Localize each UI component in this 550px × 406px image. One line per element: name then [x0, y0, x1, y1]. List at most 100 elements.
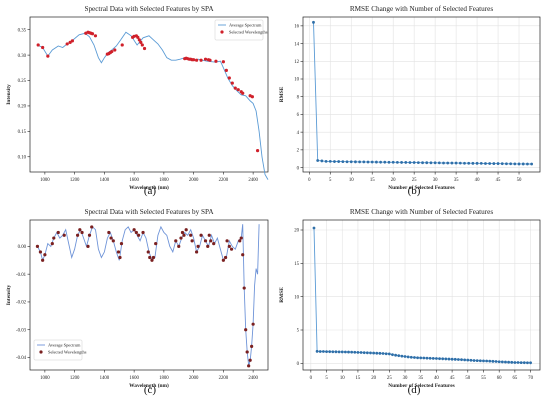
rmse-data-point [340, 350, 344, 354]
y-tick-label: 10 [294, 295, 299, 300]
rmse-data-point [463, 161, 466, 165]
y-tick-label: -0.04 [16, 356, 27, 361]
selected-wavelength-point [212, 242, 216, 246]
selected-wavelength-point [174, 239, 178, 243]
rmse-data-point [507, 360, 511, 364]
rmse-data-point [416, 161, 420, 165]
y-axis-label: RMSE [279, 287, 285, 303]
y-tick-label: 0.15 [18, 130, 27, 135]
rmse-data-point [437, 161, 441, 165]
y-tick-label: 4 [297, 131, 300, 136]
rmse-data-point [485, 359, 489, 363]
y-tick-label: 0 [297, 362, 300, 367]
selected-wavelength-point [148, 255, 152, 260]
rmse-data-point [318, 350, 322, 353]
rmse-data-point [379, 160, 383, 164]
selected-wavelength-point [199, 58, 203, 62]
selected-wavelength-point [118, 255, 122, 260]
rmse-data-point [387, 160, 391, 164]
y-axis-label: Intensity [6, 84, 12, 105]
x-tick-label: 35 [454, 178, 459, 183]
rmse-data-point [491, 359, 495, 363]
chart-title: RMSE Change with Number of Selected Feat… [350, 5, 494, 13]
rmse-data-point [334, 350, 338, 354]
panel-label: (b) [408, 185, 421, 197]
rmse-data-point [358, 160, 362, 164]
rmse-data-point [429, 161, 433, 165]
rmse-data-point [400, 161, 403, 164]
rmse-data-point [391, 353, 394, 357]
selected-wavelength-point [52, 236, 56, 240]
selected-wavelength-point [93, 34, 98, 38]
selected-wavelength-point [239, 236, 243, 240]
selected-wavelength-point [182, 233, 186, 237]
x-tick-label: 1200 [70, 376, 80, 381]
rmse-data-point [372, 351, 376, 355]
panel-label: (d) [408, 384, 421, 396]
selected-wavelength-point [242, 286, 246, 290]
rmse-data-point [472, 359, 476, 362]
rmse-data-point [496, 162, 500, 165]
rmse-data-point [492, 162, 496, 165]
rmse-data-point [413, 356, 416, 359]
selected-wavelength-point [41, 45, 45, 50]
x-tick-label: 10 [340, 376, 345, 381]
rmse-data-point [521, 162, 525, 166]
selected-wavelength-point [221, 60, 225, 64]
selected-wavelength-point [250, 95, 254, 99]
selected-wavelength-point [203, 57, 208, 61]
rmse-data-point [397, 354, 401, 358]
x-tick-label: 5 [325, 376, 328, 381]
rmse-data-point [425, 356, 429, 360]
plot-area-frame [302, 219, 541, 371]
selected-wavelength-point [68, 40, 72, 45]
y-tick-label: 2 [297, 149, 300, 154]
x-tick-label: 60 [497, 376, 502, 381]
selected-wavelength-point [139, 40, 143, 45]
selected-wavelength-point [140, 43, 144, 47]
plot-area-frame [29, 219, 269, 371]
x-tick-label: 25 [412, 178, 417, 183]
selected-wavelength-point [134, 230, 138, 235]
rmse-data-point [349, 160, 353, 164]
rmse-data-point [347, 350, 350, 354]
selected-wavelength-point [196, 244, 200, 248]
rmse-data-point [370, 160, 374, 164]
rmse-data-point [529, 361, 532, 365]
x-tick-label: 2000 [189, 178, 199, 183]
rmse-data-point [522, 361, 526, 365]
rmse-data-point [500, 360, 504, 364]
rmse-data-point [516, 361, 520, 364]
rmse-data-point [484, 162, 487, 165]
x-tick-label: 2400 [248, 178, 258, 183]
rmse-data-point [333, 160, 336, 163]
selected-wavelength-point [142, 46, 147, 51]
y-tick-label: 0.00 [18, 245, 27, 250]
rmse-data-point [387, 352, 391, 356]
selected-wavelength-point [229, 247, 234, 251]
rmse-data-point [471, 161, 475, 165]
selected-wavelength-point [154, 242, 158, 246]
selected-wavelength-point [76, 233, 80, 237]
plot-area-frame [29, 16, 269, 173]
y-tick-label: 0.10 [18, 155, 27, 160]
rmse-data-point [395, 160, 399, 164]
rmse-data-point [343, 350, 347, 354]
rmse-data-point [526, 361, 529, 365]
rmse-data-point [425, 161, 429, 165]
x-axis-label: Number of Selected Features [388, 383, 454, 389]
selected-wavelength-point [109, 236, 113, 240]
y-tick-label: 10 [294, 78, 299, 83]
rmse-data-point [450, 357, 454, 361]
selected-wavelength-point [56, 230, 60, 235]
rmse-data-point [505, 162, 508, 166]
rmse-data-point [500, 162, 504, 166]
selected-wavelength-point [151, 255, 156, 260]
rmse-data-point [435, 357, 438, 360]
selected-wavelength-point [50, 242, 54, 246]
rmse-data-point [428, 356, 432, 360]
chart-title: Spectral Data with Selected Features by … [84, 5, 214, 13]
selected-wavelength-point [46, 54, 50, 58]
selected-wavelength-point [110, 49, 114, 54]
rmse-data-point [467, 161, 471, 165]
